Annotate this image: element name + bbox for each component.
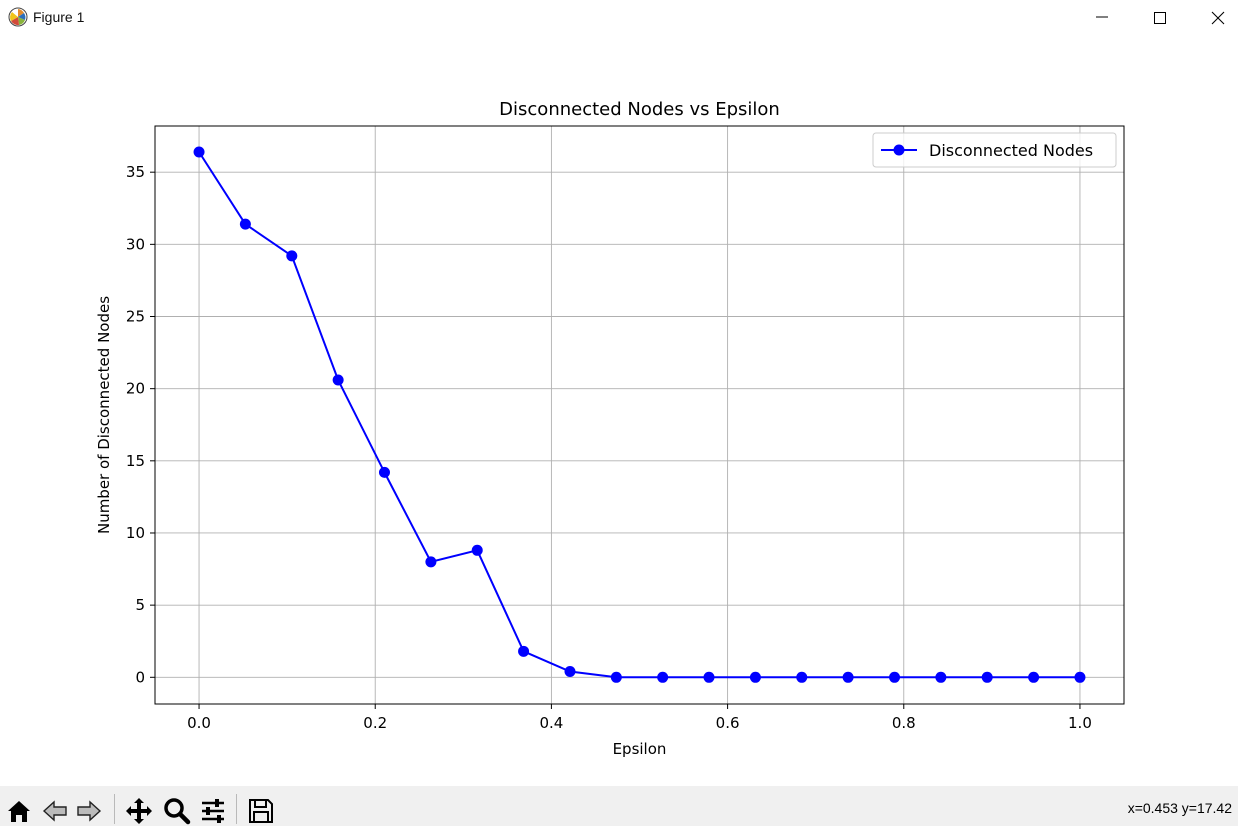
matplotlib-logo-icon	[8, 7, 28, 27]
data-point	[657, 671, 669, 683]
x-tick-label: 0.0	[187, 714, 211, 732]
legend-marker	[893, 144, 905, 156]
y-tick-label: 5	[135, 596, 145, 614]
zoom-icon	[164, 798, 191, 825]
navigation-toolbar: x=0.453 y=17.42	[0, 786, 1238, 826]
pan-icon	[126, 798, 152, 824]
data-point	[1074, 671, 1086, 683]
window-titlebar: Figure 1	[0, 0, 1238, 37]
legend-label: Disconnected Nodes	[929, 141, 1093, 160]
zoom-button[interactable]	[160, 794, 192, 826]
data-point	[610, 671, 622, 683]
close-icon	[1211, 11, 1225, 25]
plot-frame	[154, 125, 1125, 705]
y-tick-label: 15	[126, 452, 145, 470]
close-button[interactable]	[1189, 0, 1238, 36]
figure-canvas[interactable]: 0.0 0.2 0.4 0.6 0.8 1.0 0 5 10 15 20 25 30 35 Disconne…	[0, 36, 1238, 786]
data-point	[749, 671, 761, 683]
y-tick-label: 10	[126, 524, 145, 542]
toolbar-separator	[236, 794, 237, 824]
series-line	[198, 151, 1080, 679]
x-tick-label: 0.4	[539, 714, 563, 732]
minimize-icon	[1096, 16, 1108, 18]
data-point	[981, 671, 993, 683]
data-point	[378, 466, 390, 478]
data-point	[518, 645, 530, 657]
data-point	[193, 146, 205, 158]
configure-subplots-icon	[202, 799, 224, 823]
maximize-button[interactable]	[1131, 0, 1189, 36]
back-button[interactable]	[38, 794, 70, 826]
home-icon	[8, 801, 30, 822]
data-point	[703, 671, 715, 683]
x-axis-label: Epsilon	[613, 740, 667, 758]
forward-button[interactable]	[72, 794, 104, 826]
data-point	[889, 671, 901, 683]
data-point	[1028, 671, 1040, 683]
pan-button[interactable]	[122, 794, 154, 826]
save-button[interactable]	[244, 794, 276, 826]
maximize-icon	[1154, 12, 1166, 24]
chart-title: Disconnected Nodes vs Epsilon	[499, 99, 780, 120]
y-tick-label: 0	[135, 668, 145, 686]
y-tick-label: 20	[126, 380, 145, 398]
forward-icon	[77, 800, 102, 822]
x-tick-label: 0.6	[716, 714, 740, 732]
line-chart: 0.0 0.2 0.4 0.6 0.8 1.0 0 5 10 15 20 25 30 35 Disconne…	[95, 99, 1125, 758]
data-point	[796, 671, 808, 683]
x-tick-label: 0.8	[892, 714, 916, 732]
data-point	[471, 544, 483, 556]
configure-subplots-button[interactable]	[196, 794, 228, 826]
cursor-coordinates: x=0.453 y=17.42	[1127, 800, 1232, 816]
y-tick-label: 25	[126, 308, 145, 326]
y-tick-label: 30	[126, 235, 145, 253]
x-tick-label: 0.2	[363, 714, 387, 732]
y-tick-label: 35	[126, 163, 145, 181]
data-point	[564, 666, 576, 678]
data-point	[239, 218, 251, 230]
x-tick-label: 1.0	[1068, 714, 1092, 732]
data-point	[842, 671, 854, 683]
y-axis-label: Number of Disconnected Nodes	[95, 296, 113, 534]
data-point	[332, 374, 344, 386]
home-button[interactable]	[2, 794, 34, 826]
toolbar-separator	[114, 794, 115, 824]
window-title: Figure 1	[33, 9, 85, 25]
data-point	[286, 250, 298, 262]
save-icon	[249, 799, 273, 823]
data-point	[425, 556, 437, 568]
data-point	[935, 671, 947, 683]
back-icon	[42, 800, 67, 822]
legend-box	[872, 132, 1117, 168]
minimize-button[interactable]	[1073, 0, 1131, 36]
